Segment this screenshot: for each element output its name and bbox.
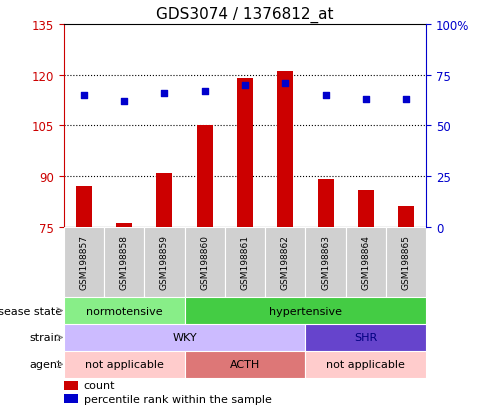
Point <box>402 96 410 103</box>
Point <box>120 98 128 105</box>
Bar <box>358 190 374 227</box>
Point <box>201 88 209 95</box>
Text: WKY: WKY <box>172 332 197 343</box>
Bar <box>116 224 132 227</box>
Bar <box>237 79 253 227</box>
Bar <box>156 173 172 227</box>
Bar <box>305 227 346 297</box>
Bar <box>64 324 305 351</box>
Bar <box>185 297 426 324</box>
Text: GSM198862: GSM198862 <box>281 235 290 290</box>
Point <box>362 96 370 103</box>
Bar <box>305 351 426 378</box>
Point <box>241 82 249 89</box>
Text: agent: agent <box>29 359 62 370</box>
Bar <box>64 351 185 378</box>
Bar <box>185 351 305 378</box>
Text: GSM198863: GSM198863 <box>321 235 330 290</box>
Point <box>321 92 329 99</box>
Text: percentile rank within the sample: percentile rank within the sample <box>84 394 271 404</box>
Text: GSM198859: GSM198859 <box>160 235 169 290</box>
Bar <box>64 227 104 297</box>
Bar <box>318 180 334 227</box>
Text: not applicable: not applicable <box>326 359 405 370</box>
Text: SHR: SHR <box>354 332 377 343</box>
Text: GSM198864: GSM198864 <box>361 235 370 290</box>
Bar <box>225 227 265 297</box>
Text: GSM198858: GSM198858 <box>120 235 129 290</box>
Text: count: count <box>84 380 115 390</box>
Text: ACTH: ACTH <box>230 359 260 370</box>
Bar <box>398 207 414 227</box>
Bar <box>64 381 78 390</box>
Point <box>80 92 88 99</box>
Text: normotensive: normotensive <box>86 306 163 316</box>
Bar <box>64 394 78 404</box>
Text: not applicable: not applicable <box>85 359 164 370</box>
Bar <box>277 72 294 227</box>
Text: strain: strain <box>30 332 62 343</box>
Bar <box>196 126 213 227</box>
Bar <box>64 297 185 324</box>
Bar <box>386 227 426 297</box>
Point <box>281 80 289 87</box>
Bar <box>185 227 225 297</box>
Bar <box>76 187 92 227</box>
Text: GSM198861: GSM198861 <box>241 235 249 290</box>
Bar <box>346 227 386 297</box>
Text: GSM198865: GSM198865 <box>402 235 411 290</box>
Bar <box>144 227 185 297</box>
Bar <box>265 227 305 297</box>
Bar <box>104 227 144 297</box>
Title: GDS3074 / 1376812_at: GDS3074 / 1376812_at <box>156 7 334 24</box>
Point <box>161 90 169 97</box>
Bar <box>305 324 426 351</box>
Text: GSM198860: GSM198860 <box>200 235 209 290</box>
Text: disease state: disease state <box>0 306 62 316</box>
Text: hypertensive: hypertensive <box>269 306 342 316</box>
Text: GSM198857: GSM198857 <box>79 235 88 290</box>
